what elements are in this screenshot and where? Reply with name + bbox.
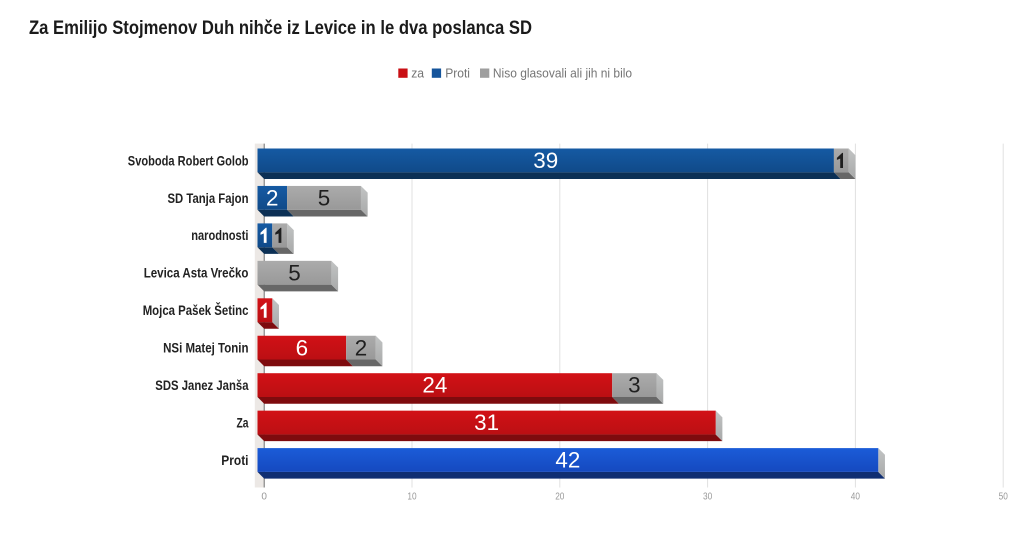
svg-text:24: 24 (422, 373, 447, 398)
svg-text:za: za (411, 65, 425, 80)
svg-text:5: 5 (318, 185, 330, 210)
svg-text:Mojca Pašek Šetinc: Mojca Pašek Šetinc (143, 301, 249, 318)
svg-text:SDS Janez Janša: SDS Janez Janša (155, 377, 248, 393)
svg-text:2: 2 (355, 335, 367, 360)
svg-text:NSi Matej Tonin: NSi Matej Tonin (163, 340, 248, 356)
svg-text:39: 39 (533, 148, 558, 173)
svg-text:10: 10 (407, 491, 417, 502)
svg-text:Niso glasovali ali jih ni bilo: Niso glasovali ali jih ni bilo (493, 65, 632, 80)
svg-text:40: 40 (851, 491, 861, 502)
svg-text:30: 30 (703, 491, 713, 502)
svg-text:Za Emilijo Stojmenov Duh nihče: Za Emilijo Stojmenov Duh nihče iz Levice… (29, 18, 532, 39)
svg-text:Levica Asta Vrečko: Levica Asta Vrečko (144, 265, 249, 281)
svg-text:50: 50 (999, 491, 1009, 502)
svg-text:Proti: Proti (445, 65, 470, 80)
svg-text:42: 42 (555, 448, 580, 473)
svg-text:6: 6 (296, 335, 308, 360)
svg-text:20: 20 (555, 491, 565, 502)
svg-text:Za: Za (237, 414, 249, 430)
svg-text:Svoboda Robert Golob: Svoboda Robert Golob (128, 152, 249, 168)
svg-text:0: 0 (261, 491, 267, 502)
svg-text:3: 3 (628, 373, 640, 398)
svg-text:2: 2 (266, 185, 278, 210)
svg-text:5: 5 (288, 260, 300, 285)
svg-text:31: 31 (474, 410, 499, 435)
svg-text:SD Tanja Fajon: SD Tanja Fajon (168, 190, 249, 206)
svg-text:narodnosti: narodnosti (191, 227, 248, 243)
svg-text:Proti: Proti (221, 452, 248, 468)
